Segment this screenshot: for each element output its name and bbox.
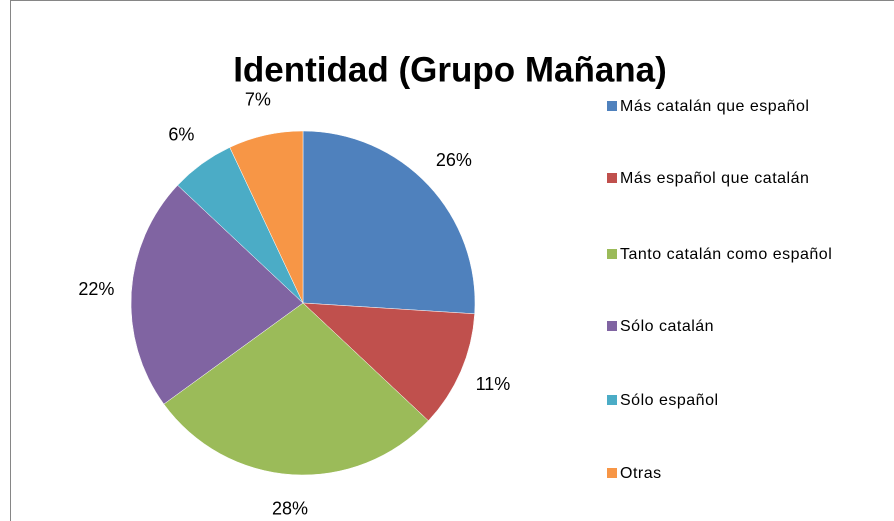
data-label: 7% xyxy=(245,90,271,110)
data-label: 11% xyxy=(476,374,511,394)
data-label: 22% xyxy=(78,279,114,299)
pie-slice xyxy=(130,184,304,405)
data-label: 26% xyxy=(436,150,472,170)
legend-swatch xyxy=(607,321,617,331)
legend-swatch xyxy=(607,101,617,111)
pie-slice xyxy=(163,302,429,476)
legend-label: Más español que catalán xyxy=(620,170,810,187)
legend-entry: Otras xyxy=(607,462,835,486)
legend-swatch xyxy=(607,395,617,405)
pie-slice xyxy=(302,302,475,422)
legend-swatch xyxy=(607,468,617,478)
data-label: 6% xyxy=(168,124,194,144)
chart-border xyxy=(10,0,894,521)
chart-title: Identidad (Grupo Mañana) xyxy=(233,50,667,89)
legend-entry: Sólo español xyxy=(607,389,835,413)
legend-entry: Más español que catalán xyxy=(607,167,835,191)
legend-label: Sólo catalán xyxy=(620,318,715,335)
legend-swatch xyxy=(607,173,617,183)
legend-entry: Tanto catalán como español xyxy=(607,243,835,267)
legend-label: Otras xyxy=(620,465,662,482)
legend-label: Sólo español xyxy=(620,392,719,409)
legend-entry: Más catalán que español xyxy=(607,95,835,119)
pie-slice xyxy=(302,130,476,315)
pie-slice xyxy=(229,130,304,304)
legend-swatch xyxy=(607,249,617,259)
data-label: 28% xyxy=(272,498,308,518)
legend-entry: Sólo catalán xyxy=(607,315,835,339)
legend-label: Tanto catalán como español xyxy=(620,246,833,263)
legend-label: Más catalán que español xyxy=(620,98,810,115)
